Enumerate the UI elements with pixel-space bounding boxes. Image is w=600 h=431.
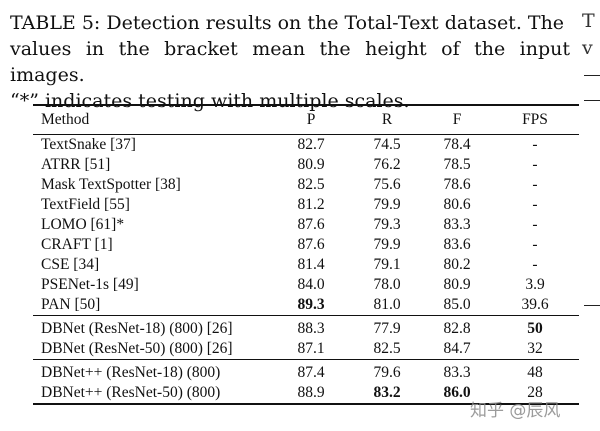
table-row: PAN [50] 89.3 81.0 85.0 39.6 — [33, 295, 579, 316]
cell-precision: 87.4 — [271, 359, 351, 383]
table-row: DBNet (ResNet-18) (800) [26] 88.3 77.9 82.8… — [33, 315, 579, 339]
cell-method: LOMO [61]* — [41, 216, 125, 233]
cell-f-measure: 84.7 — [443, 340, 471, 357]
cell-fps: 50 — [491, 315, 579, 339]
header-f-measure: F — [423, 104, 491, 135]
header-recall: R — [351, 104, 423, 135]
cell-recall: 79.3 — [373, 216, 401, 233]
table-row: DBNet++ (ResNet-18) (800) 87.4 79.6 83.3 48 — [33, 359, 579, 383]
cell-precision: 87.6 — [297, 236, 325, 253]
cell-method: DBNet++ (ResNet-18) (800) — [33, 359, 271, 383]
cell-f-measure: 80.6 — [443, 196, 471, 213]
adjacent-rule-1 — [584, 75, 600, 76]
header-fps: FPS — [491, 104, 579, 135]
cell-fps: 28 — [491, 383, 579, 405]
cell-recall: 78.0 — [373, 276, 401, 293]
cell-fps: 32 — [527, 340, 543, 357]
caption-line-1: TABLE 5: Detection results on the Total-… — [10, 12, 565, 34]
results-table: Method P R F FPS TextSnake [37] 82.7 74.5 7… — [33, 104, 579, 405]
cell-method: CRAFT [1] — [41, 236, 113, 253]
cell-method: TextField [55] — [41, 196, 130, 213]
adjacent-text-line-1: T — [582, 10, 595, 32]
cell-f-measure: 86.0 — [423, 383, 491, 405]
table-row: CRAFT [1] 87.6 79.9 83.6 - — [33, 235, 579, 255]
adjacent-rule-3 — [584, 305, 600, 306]
cell-method: ATRR [51] — [41, 156, 111, 173]
cell-f-measure: 78.4 — [443, 136, 471, 153]
cell-fps: 48 — [491, 359, 579, 383]
cell-f-measure: 80.9 — [443, 276, 471, 293]
cell-precision: 80.9 — [297, 156, 325, 173]
table-body: TextSnake [37] 82.7 74.5 78.4 - ATRR [51] 80.9… — [33, 135, 579, 405]
table-row: ATRR [51] 80.9 76.2 78.5 - — [33, 155, 579, 175]
cell-fps: - — [532, 136, 538, 153]
cell-method: DBNet (ResNet-18) (800) [26] — [33, 315, 271, 339]
cell-fps: - — [532, 176, 538, 193]
cell-f-measure: 80.2 — [443, 256, 471, 273]
table-row: Mask TextSpotter [38] 82.5 75.6 78.6 - — [33, 175, 579, 195]
cell-recall: 74.5 — [373, 136, 401, 153]
table-row: LOMO [61]* 87.6 79.3 83.3 - — [33, 215, 579, 235]
cell-recall: 79.6 — [351, 359, 423, 383]
cell-precision: 81.4 — [297, 256, 325, 273]
cell-method: CSE [34] — [41, 256, 100, 273]
cell-method: DBNet++ (ResNet-50) (800) — [33, 383, 271, 405]
table-header-row: Method P R F FPS — [33, 104, 579, 135]
cell-recall: 79.1 — [373, 256, 401, 273]
cell-f-measure: 83.6 — [443, 236, 471, 253]
cell-fps: - — [532, 236, 538, 253]
watermark: 知乎 @辰风 — [470, 401, 561, 421]
cell-f-measure: 85.0 — [443, 296, 471, 313]
cell-recall: 83.2 — [351, 383, 423, 405]
cell-f-measure: 78.6 — [443, 176, 471, 193]
cell-fps: - — [532, 256, 538, 273]
header-precision: P — [271, 104, 351, 135]
table-row: TextField [55] 81.2 79.9 80.6 - — [33, 195, 579, 215]
cell-precision: 82.5 — [297, 176, 325, 193]
table-caption: TABLE 5: Detection results on the Total-… — [10, 10, 570, 114]
cell-fps: - — [532, 156, 538, 173]
cell-recall: 79.9 — [373, 196, 401, 213]
cell-method: TextSnake [37] — [41, 136, 136, 153]
cell-recall: 82.5 — [373, 340, 401, 357]
cell-f-measure: 83.3 — [423, 359, 491, 383]
cell-f-measure: 78.5 — [443, 156, 471, 173]
cell-method: PSENet-1s [49] — [41, 276, 139, 293]
table-row: DBNet++ (ResNet-50) (800) 88.9 83.2 86.0 28 — [33, 383, 579, 405]
cell-f-measure: 83.3 — [443, 216, 471, 233]
cell-method: Mask TextSpotter [38] — [41, 176, 181, 193]
cell-fps: 3.9 — [525, 276, 545, 293]
cell-recall: 77.9 — [351, 315, 423, 339]
cell-precision: 89.3 — [297, 296, 325, 313]
cell-f-measure: 82.8 — [423, 315, 491, 339]
header-method: Method — [33, 104, 271, 135]
cell-precision: 88.9 — [271, 383, 351, 405]
table-row: DBNet (ResNet-50) (800) [26] 87.1 82.5 84.7… — [33, 339, 579, 360]
cell-method: PAN [50] — [41, 296, 101, 313]
table-row: PSENet-1s [49] 84.0 78.0 80.9 3.9 — [33, 275, 579, 295]
cell-precision: 82.7 — [297, 136, 325, 153]
cell-recall: 79.9 — [373, 236, 401, 253]
cell-precision: 84.0 — [297, 276, 325, 293]
cell-fps: - — [532, 216, 538, 233]
cell-precision: 88.3 — [271, 315, 351, 339]
adjacent-rule-2 — [584, 100, 600, 101]
cell-fps: - — [532, 196, 538, 213]
cell-recall: 76.2 — [373, 156, 401, 173]
cell-method: DBNet (ResNet-50) (800) [26] — [41, 340, 233, 357]
cell-precision: 87.1 — [297, 340, 325, 357]
adjacent-text-line-2: v — [582, 37, 593, 59]
table-row: CSE [34] 81.4 79.1 80.2 - — [33, 255, 579, 275]
caption-line-2: values in the bracket mean the height of… — [10, 38, 570, 86]
cell-recall: 75.6 — [373, 176, 401, 193]
adjacent-column-text: T v — [582, 8, 595, 62]
cell-precision: 87.6 — [297, 216, 325, 233]
table-row: TextSnake [37] 82.7 74.5 78.4 - — [33, 135, 579, 156]
cell-precision: 81.2 — [297, 196, 325, 213]
cell-fps: 39.6 — [521, 296, 549, 313]
cell-recall: 81.0 — [373, 296, 401, 313]
